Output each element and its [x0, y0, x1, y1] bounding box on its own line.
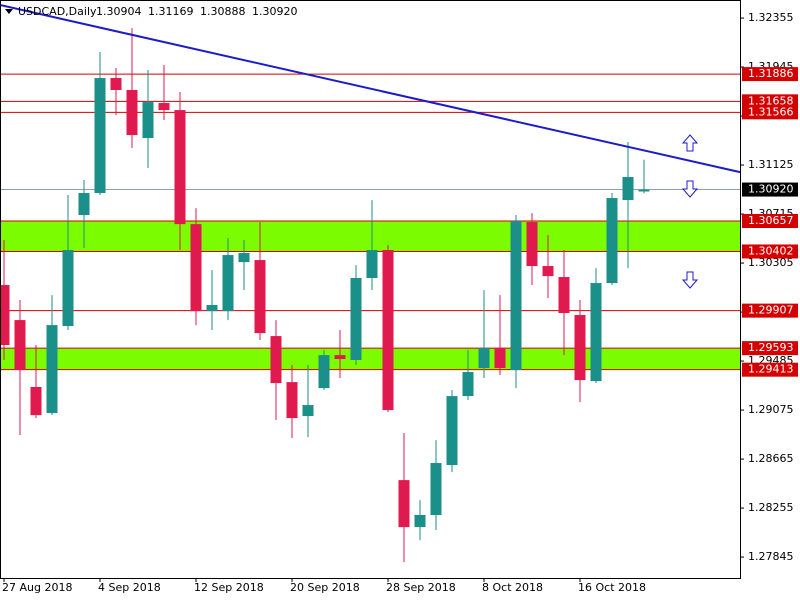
candle-body — [62, 250, 74, 327]
menu-triangle[interactable] — [5, 9, 13, 14]
zone — [0, 348, 740, 370]
x-tick-label: 20 Sep 2018 — [290, 581, 360, 594]
candle-body — [190, 224, 202, 312]
price-tag-label: 1.30920 — [748, 183, 794, 196]
candle-body — [286, 382, 298, 419]
up-arrow — [681, 134, 699, 152]
x-tick-label: 12 Sep 2018 — [194, 581, 264, 594]
candle-body — [318, 355, 330, 389]
candle-body — [382, 250, 394, 411]
candle-body — [30, 387, 42, 416]
x-tick-label: 28 Sep 2018 — [386, 581, 456, 594]
plot-layer — [0, 4, 741, 563]
price-tag — [742, 362, 798, 377]
candle-body — [142, 102, 154, 139]
candle-body — [526, 222, 538, 267]
x-tick-label: 4 Sep 2018 — [98, 581, 161, 594]
price-tag-label: 1.29413 — [748, 363, 794, 376]
header-close: 1.30920 — [252, 5, 298, 18]
candle-body — [478, 348, 490, 369]
price-tag-label: 1.31658 — [748, 94, 794, 107]
candle-body — [430, 463, 442, 516]
candle-body — [174, 110, 186, 225]
candle-body — [350, 278, 362, 360]
price-tag — [742, 67, 798, 82]
chart-title: USDCAD,Daily — [18, 5, 97, 18]
price-tag-label: 1.31566 — [748, 105, 794, 118]
candle-body — [446, 396, 458, 466]
candle-body — [222, 255, 234, 312]
plot-frame — [0, 0, 741, 579]
candle-body — [78, 193, 90, 216]
candle-body — [622, 177, 634, 201]
header-low: 1.30888 — [200, 5, 246, 18]
y-tick-label: 1.32355 — [748, 11, 794, 24]
candle-body — [590, 283, 602, 382]
candle-body — [0, 285, 10, 346]
candle-body — [302, 405, 314, 417]
price-tag — [742, 213, 798, 228]
candle-body — [574, 315, 586, 381]
price-tag-label: 1.29593 — [748, 341, 794, 354]
candle-body — [158, 103, 170, 111]
candle-body — [638, 189, 650, 192]
down-arrow — [681, 271, 699, 289]
candle-body — [366, 250, 378, 279]
price-tag — [742, 182, 798, 197]
x-tick-label: 16 Oct 2018 — [578, 581, 646, 594]
candle-body — [510, 220, 522, 371]
x-tick-label: 8 Oct 2018 — [482, 581, 543, 594]
down-arrow — [681, 180, 699, 198]
candle-body — [334, 355, 346, 360]
price-tag-label: 1.29907 — [748, 304, 794, 317]
candle-body — [254, 260, 266, 334]
zone — [0, 220, 740, 252]
candle-body — [462, 372, 474, 397]
candle-body — [238, 253, 250, 263]
candle-body — [14, 320, 26, 371]
candle-body — [542, 266, 554, 277]
price-tag-label: 1.30402 — [748, 244, 794, 257]
y-tick-label: 1.31125 — [748, 158, 794, 171]
candle-body — [110, 78, 122, 90]
x-tick-label: 27 Aug 2018 — [2, 581, 72, 594]
price-tag — [742, 94, 798, 109]
price-tag — [742, 244, 798, 259]
candle-body — [46, 325, 58, 414]
price-tag — [742, 105, 798, 120]
price-tag-label: 1.30657 — [748, 214, 794, 227]
price-tag-label: 1.31886 — [748, 67, 794, 80]
candle-body — [94, 78, 106, 194]
price-tag — [742, 341, 798, 356]
candle-body — [270, 336, 282, 384]
price-tag — [742, 303, 798, 318]
y-tick-label: 1.29075 — [748, 403, 794, 416]
candle-body — [606, 198, 618, 284]
candle-body — [126, 89, 138, 136]
header-high: 1.31169 — [148, 5, 194, 18]
candle-body — [398, 480, 410, 528]
arrow-icons — [681, 134, 699, 289]
y-tick-label: 1.30305 — [748, 256, 794, 269]
candle-body — [414, 515, 426, 528]
y-tick-label: 1.28665 — [748, 452, 794, 465]
y-tick-label: 1.27845 — [748, 550, 794, 563]
candle-body — [206, 305, 218, 312]
candle-body — [558, 277, 570, 314]
candle-body — [494, 348, 506, 369]
header-open: 1.30904 — [96, 5, 142, 18]
y-tick-label: 1.28255 — [748, 501, 794, 514]
trendline — [0, 4, 741, 174]
